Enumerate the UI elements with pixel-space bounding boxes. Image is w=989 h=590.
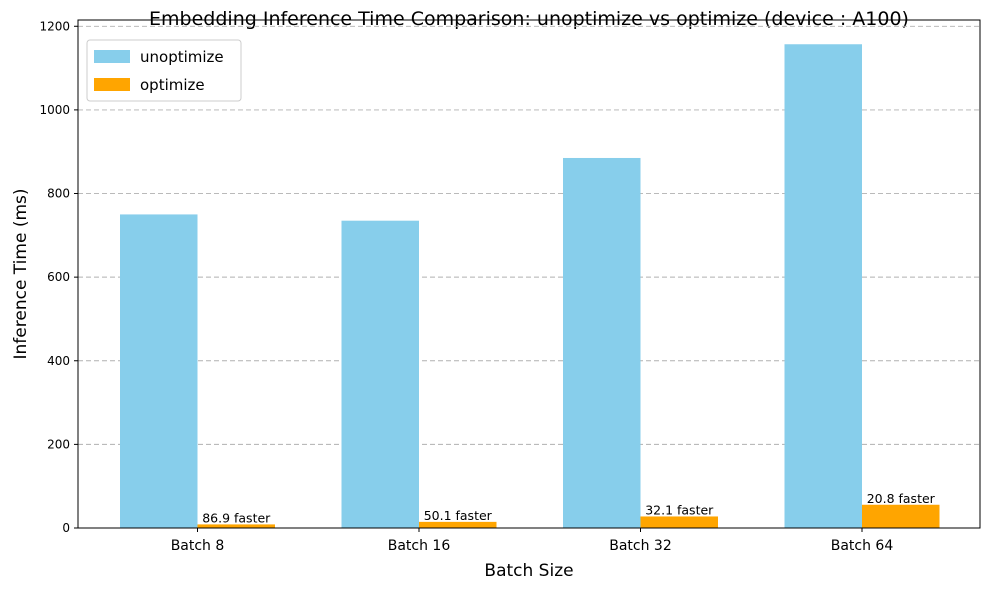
y-axis-label: Inference Time (ms) [11,189,31,360]
bar-unoptimize-1 [341,220,419,529]
legend-label-optimize: optimize [140,76,205,94]
bar-optimize-1 [419,521,497,528]
bar-unoptimize-3 [784,44,862,528]
legend: unoptimize optimize [86,39,242,102]
x-tick-label: Batch 64 [831,538,894,554]
legend-swatch-optimize [94,78,130,91]
y-tick-label: 800 [47,187,70,201]
bar-unoptimize-2 [563,157,641,528]
bar-unoptimize-0 [120,214,198,529]
bar-optimize-3 [862,504,940,528]
speedup-annotation: 20.8 faster [867,491,936,506]
y-axis-ticks: 0 200 400 600 800 1000 1200 [39,19,78,535]
plot-frame [77,19,981,529]
chart-title: Embedding Inference Time Comparison: uno… [149,8,909,30]
speedup-annotation: 50.1 faster [424,508,493,523]
y-tick-label: 200 [47,437,70,451]
y-tick-label: 400 [47,354,70,368]
speedup-annotation: 32.1 faster [645,502,714,517]
bar-optimize-2 [640,516,718,528]
x-axis-ticks: Batch 8 Batch 16 Batch 32 Batch 64 [171,528,894,554]
x-tick-label: Batch 8 [171,538,225,554]
y-tick-label: 1200 [39,19,70,33]
bars [120,44,940,529]
legend-label-unoptimize: unoptimize [140,48,224,66]
legend-swatch-unoptimize [94,50,130,63]
bar-annotations: 86.9 faster 50.1 faster 32.1 faster 20.8 fa… [202,491,935,526]
x-axis-label: Batch Size [484,561,573,581]
y-tick-label: 0 [62,521,70,535]
x-tick-label: Batch 32 [609,538,672,554]
x-tick-label: Batch 16 [388,538,451,554]
y-tick-label: 1000 [39,103,70,117]
speedup-annotation: 86.9 faster [202,510,271,525]
y-tick-label: 600 [47,270,70,284]
bar-optimize-0 [197,524,275,528]
